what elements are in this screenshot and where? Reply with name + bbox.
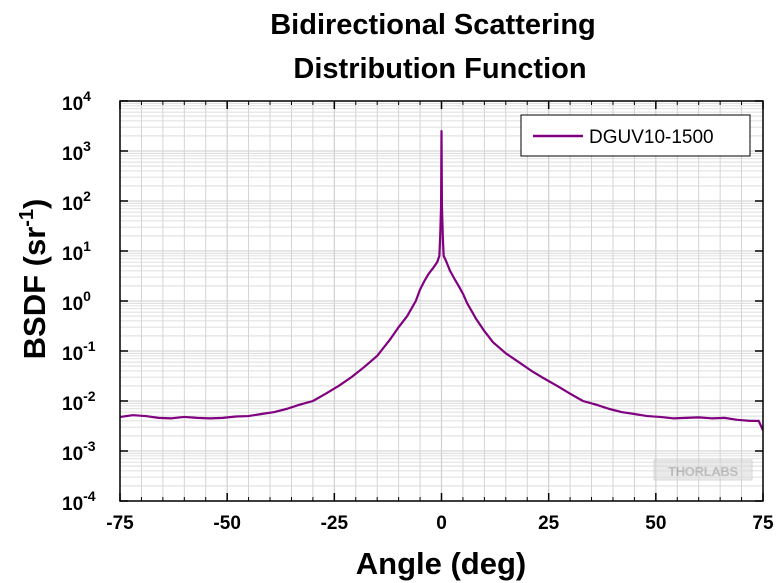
y-tick-label: 10-1 — [62, 338, 96, 365]
x-tick-label: 25 — [538, 513, 560, 534]
legend-label: DGUV10-1500 — [589, 127, 714, 148]
y-tick-label-exponent: -1 — [83, 338, 96, 354]
y-tick-label: 10-2 — [62, 388, 96, 415]
y-tick-label-base: 10 — [62, 494, 83, 515]
series-line — [120, 130, 763, 431]
y-tick-label-base: 10 — [62, 194, 83, 215]
axis-ticks — [119, 100, 764, 502]
y-tick-label-exponent: -4 — [83, 488, 96, 504]
y-tick-label-exponent: 0 — [83, 288, 91, 304]
y-tick-label: 101 — [62, 238, 91, 265]
y-tick-label-base: 10 — [62, 244, 83, 265]
x-tick-label: -75 — [106, 513, 134, 534]
y-tick-label-exponent: 1 — [83, 238, 91, 254]
y-axis-label: BSDF (sr-1) — [16, 199, 52, 360]
y-tick-label-base: 10 — [62, 394, 83, 415]
legend: DGUV10-1500 — [520, 114, 751, 157]
x-tick-label: 0 — [436, 513, 447, 534]
x-tick-labels: -75 -50 -25 0 25 50 75 — [106, 513, 774, 534]
thorlabs-watermark: THORLABS — [653, 459, 753, 481]
y-tick-label: 103 — [62, 138, 91, 165]
x-tick-label: -25 — [321, 513, 349, 534]
y-tick-label-base: 10 — [62, 444, 83, 465]
y-tick-label-base: 10 — [62, 344, 83, 365]
y-tick-label-exponent: 2 — [83, 188, 91, 204]
chart-title-line-2: Distribution Function — [293, 53, 586, 85]
y-tick-label-exponent: 3 — [83, 138, 91, 154]
x-tick-label: 75 — [752, 513, 774, 534]
y-tick-label-exponent: -3 — [83, 438, 96, 454]
y-axis-label-superscript: -1 — [16, 209, 38, 227]
y-tick-label: 10-4 — [62, 488, 96, 515]
y-tick-label-base: 10 — [62, 294, 83, 315]
y-tick-label: 102 — [62, 188, 91, 215]
y-tick-label-exponent: -2 — [83, 388, 96, 404]
x-tick-label: 50 — [645, 513, 666, 534]
x-tick-label: -50 — [213, 513, 240, 534]
y-tick-label: 100 — [62, 288, 91, 315]
y-tick-label-base: 10 — [62, 94, 83, 115]
y-tick-label: 104 — [62, 88, 91, 115]
series-layer — [120, 130, 763, 431]
watermark-text: THORLABS — [668, 464, 738, 479]
chart-title-line-1: Bidirectional Scattering — [270, 9, 596, 41]
x-axis-label: Angle (deg) — [356, 546, 527, 581]
y-tick-label: 10-3 — [62, 438, 96, 465]
y-axis-label-close: ) — [17, 199, 52, 209]
y-tick-label-exponent: 4 — [83, 88, 91, 104]
y-tick-label-base: 10 — [62, 144, 83, 165]
